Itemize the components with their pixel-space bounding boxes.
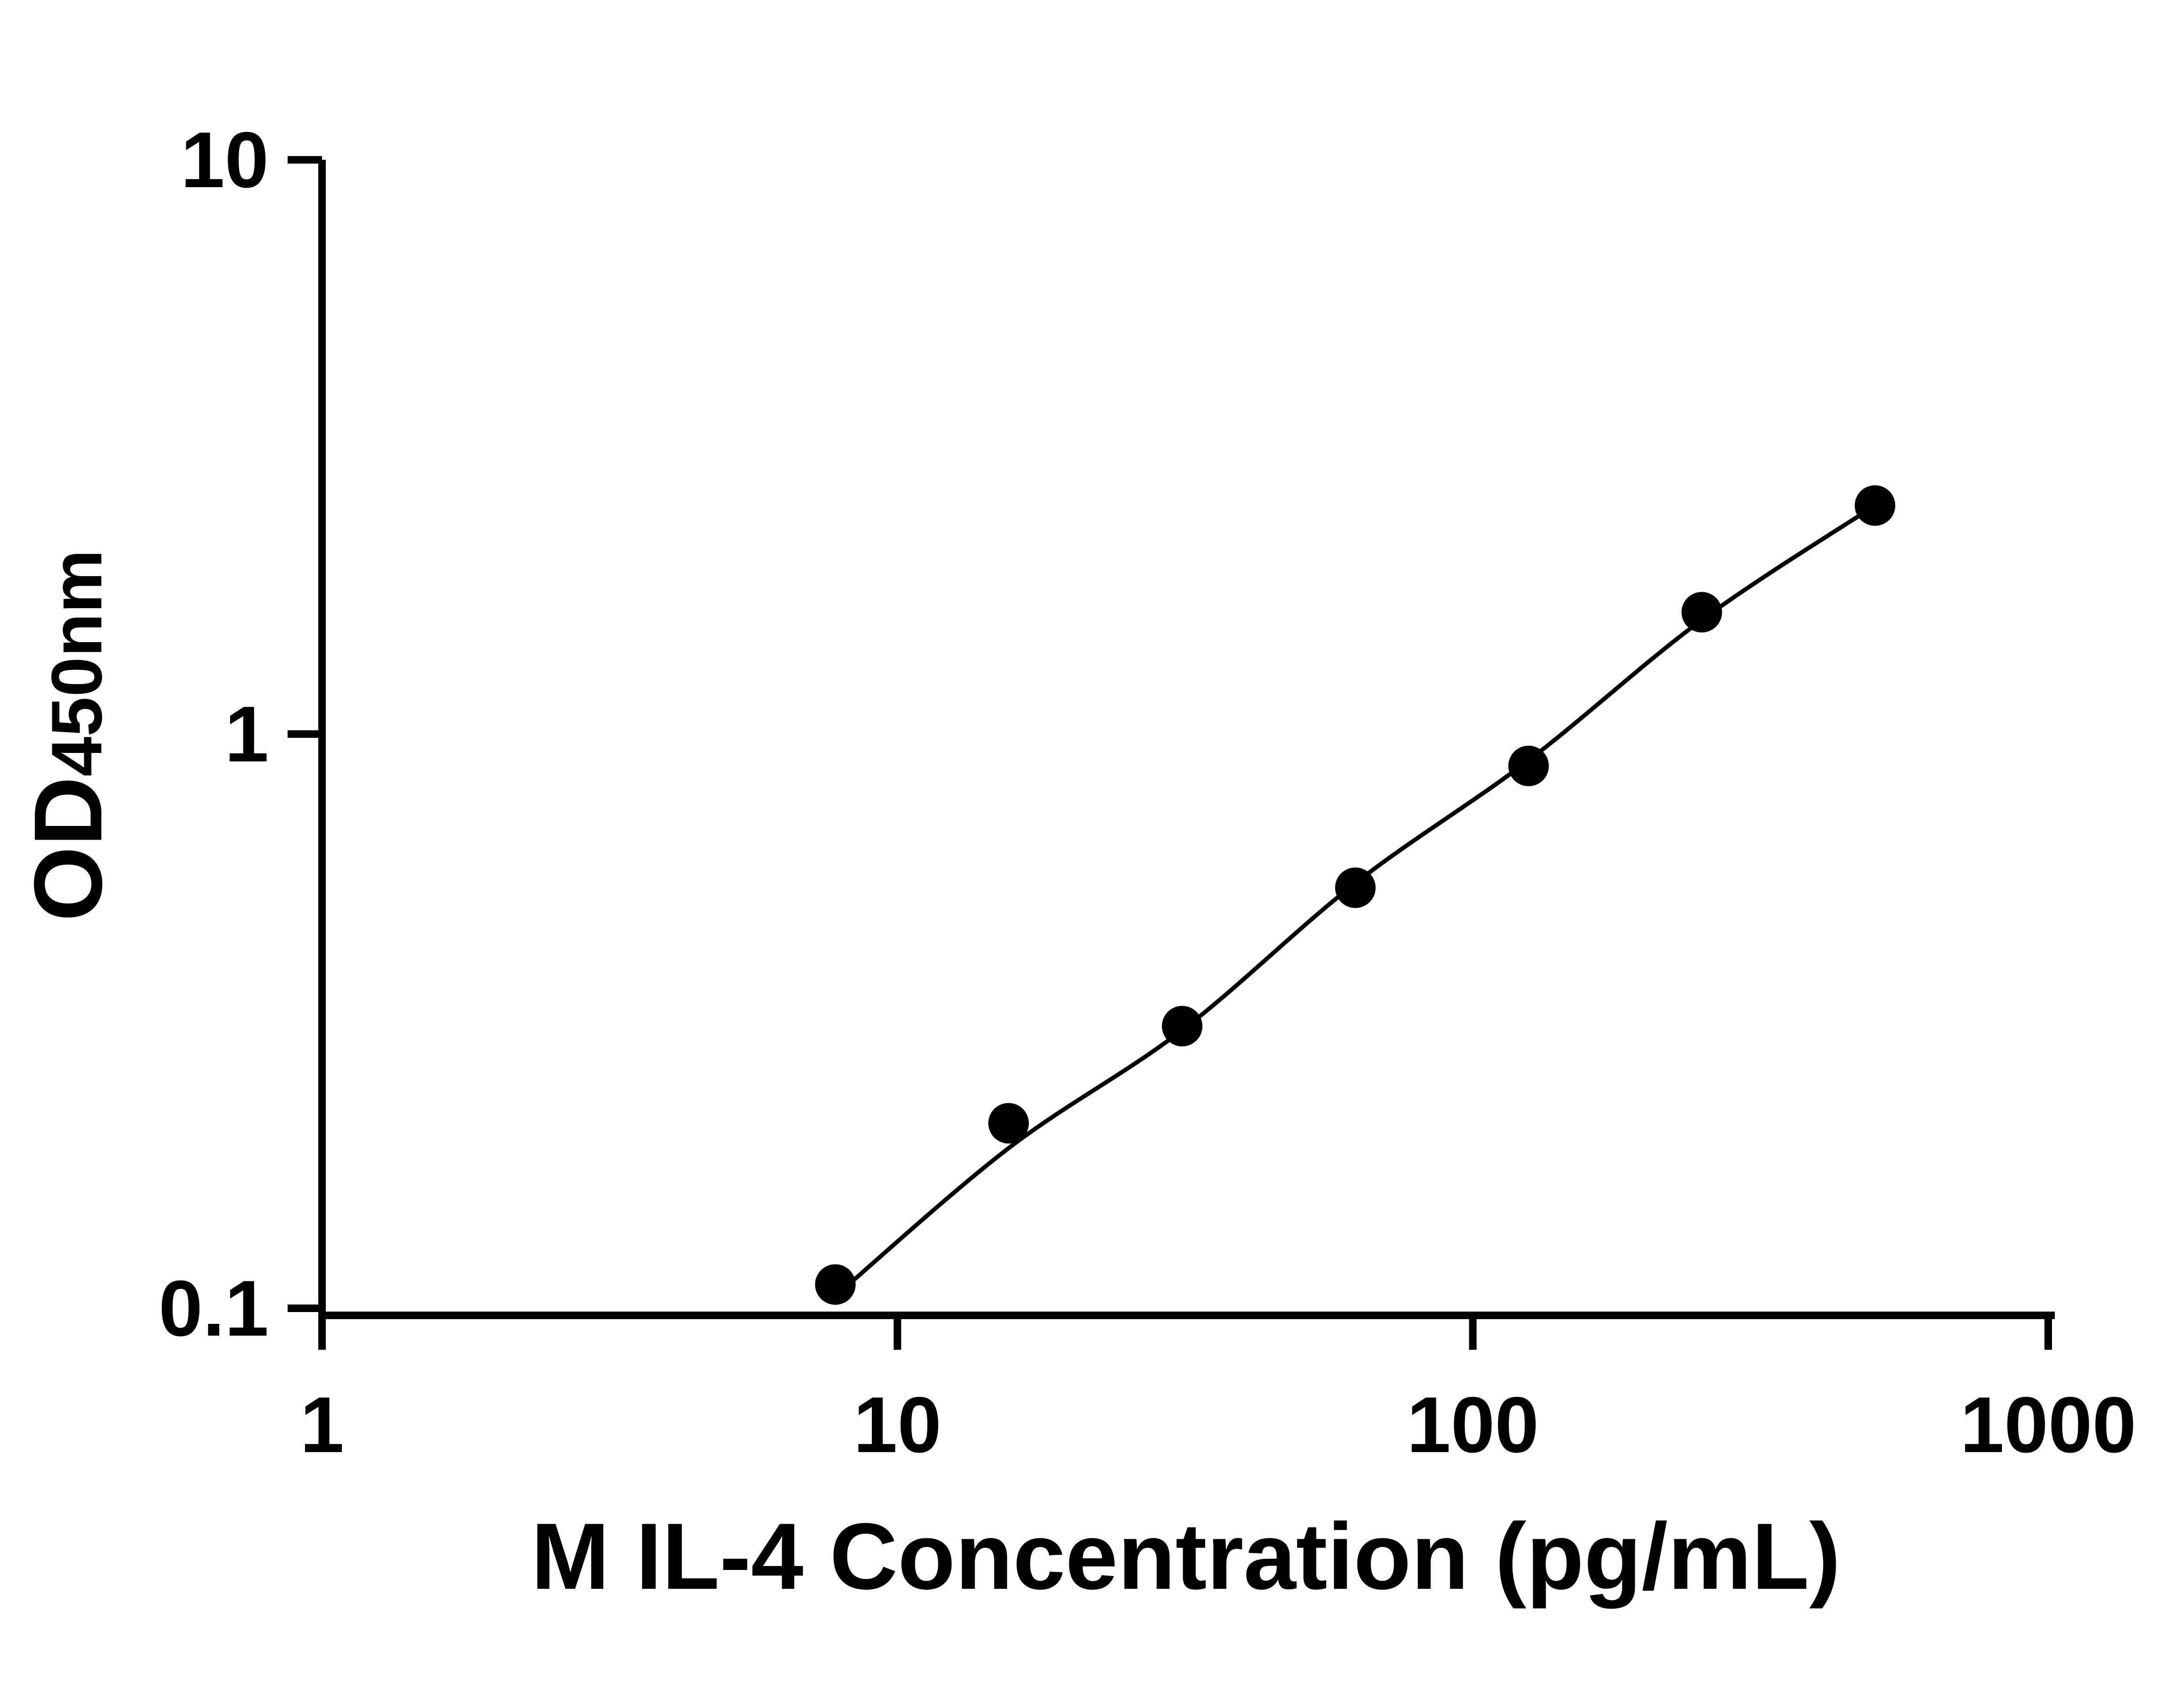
y-tick-label: 1 [225, 690, 269, 778]
data-point [1681, 592, 1722, 633]
x-tick-label: 1 [300, 1380, 344, 1469]
data-point [1854, 485, 1895, 526]
data-point [1335, 867, 1376, 908]
data-point [988, 1103, 1029, 1144]
plot-area: 1 10 100 1000 0.1 1 10 [158, 116, 2136, 1469]
y-tick-label: 0.1 [158, 1264, 269, 1353]
x-tick-label: 1000 [1960, 1380, 2136, 1469]
y-axis-title: OD450nm [14, 549, 122, 921]
data-point [815, 1264, 856, 1305]
y-axis-title-main: OD [14, 776, 122, 922]
y-axis-title-sub: 450nm [37, 549, 117, 776]
data-point [1508, 745, 1549, 786]
x-tick-label: 100 [1407, 1380, 1539, 1469]
data-point [1162, 1006, 1203, 1047]
y-tick-label: 10 [181, 116, 269, 204]
x-axis-title: M IL-4 Concentration (pg/mL) [531, 1504, 1841, 1609]
x-tick-label: 10 [853, 1380, 942, 1469]
